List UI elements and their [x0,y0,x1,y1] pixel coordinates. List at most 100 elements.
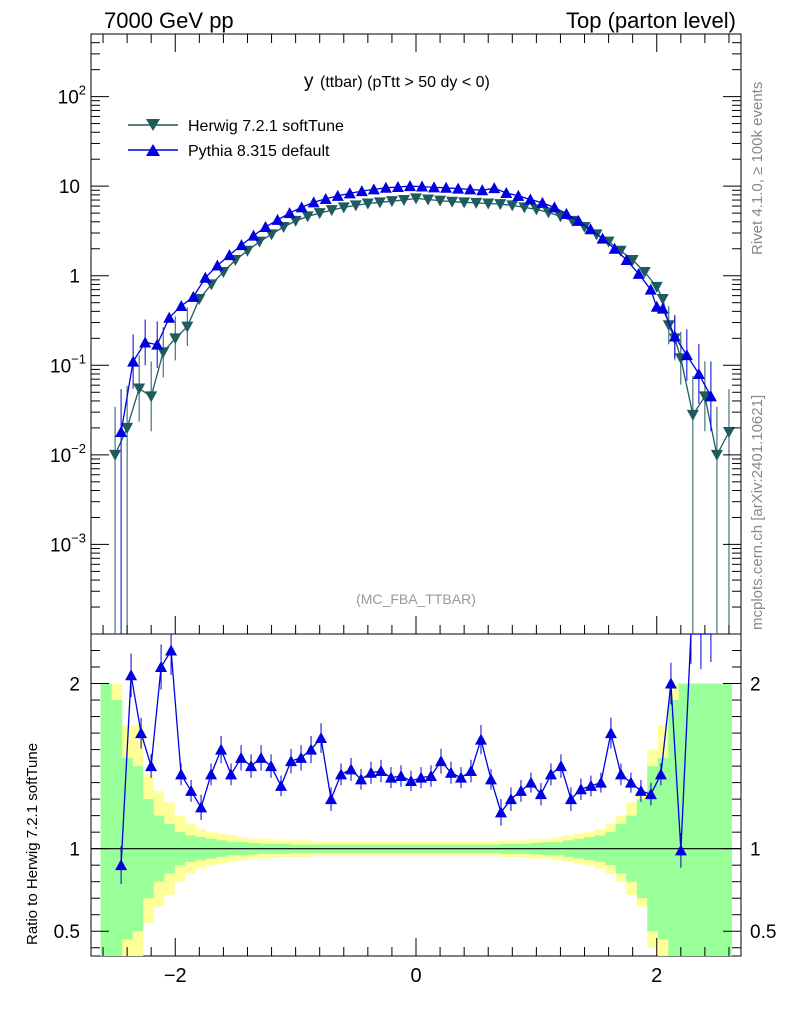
ratio-pythia-point [504,793,517,805]
herwig-point [650,281,663,293]
ratio-pythia-point [604,727,617,739]
pythia-point [175,299,188,311]
ratio-pythia-point [424,770,437,782]
pythia-point [488,182,501,194]
ratio-y-tick-label-right: 0.5 [750,922,776,943]
ratio-pythia-point [514,784,527,796]
pythia-point [403,180,416,192]
plot-title-rest: (ttbar) (pTtt > 50 dy < 0) [320,74,490,91]
main-series-group [109,180,735,634]
ratio-band-green [111,700,123,956]
herwig-point [722,427,735,439]
herwig-point [458,197,471,209]
ratio-pythia-point [524,776,537,788]
herwig-point [482,198,495,210]
pythia-point [560,207,573,219]
pythia-point [283,207,296,219]
ratio-pythia-point [624,776,637,788]
ratio-pythia-point [544,768,557,780]
ratio-pythia-point [654,768,667,780]
pythia-point [223,249,236,261]
y-tick-label-main: 10−3 [50,530,86,556]
ratio-pythia-point [644,788,657,800]
legend-pythia-label: Pythia 8.315 default [188,143,330,160]
pythia-point [536,196,549,208]
herwig-point [686,409,699,421]
herwig-point [397,195,410,207]
ratio-pythia-point [285,755,298,767]
ratio-pythia-point [454,771,467,783]
pythia-point [452,182,465,194]
ratio-pythia-point [135,727,148,739]
pythia-point [632,267,645,279]
ratio-y-tick-label-left: 0.5 [54,922,80,943]
ratio-pythia-point [444,766,457,778]
ratio-pythia-point [265,760,278,772]
herwig-point [121,422,134,434]
pythia-point [512,189,525,201]
ratio-pythia-point [335,768,348,780]
ratio-pythia-point [355,773,368,785]
pythia-point [704,390,717,402]
ratio-y-tick-label-right: 2 [750,675,761,696]
y-tick-mantissa: 10 [58,88,79,109]
ratio-pythia-point [215,743,228,755]
herwig-point [349,200,362,212]
ratio-pythia-point [275,779,288,791]
pythia-point [464,183,477,195]
herwig-point [698,391,711,403]
pythia-point [476,184,489,196]
x-tick-label: −2 [164,965,187,987]
pythia-point [608,242,621,254]
ratio-band-green [689,683,701,956]
legend-herwig-label: Herwig 7.2.1 softTune [188,118,344,135]
ratio-pythia-point [245,760,258,772]
herwig-point [157,347,170,359]
y-tick-mantissa: 10 [50,356,71,377]
ratio-pythia-point [674,844,687,856]
herwig-point [301,211,314,223]
ratio-pythia-point [414,771,427,783]
pythia-point [656,302,669,314]
ratio-pythia-point [345,763,358,775]
ratio-pythia-point [534,788,547,800]
herwig-point [422,194,435,206]
pythia-point [331,189,344,201]
ratio-pythia-point [564,793,577,805]
y-tick-exponent: 2 [79,83,86,98]
pythia-point [235,239,248,251]
rivet-version-label: Rivet 4.1.0, ≥ 100k events [749,82,766,255]
herwig-point [373,197,386,209]
ratio-y-tick-label-left: 2 [69,675,80,696]
ratio-pythia-point [395,770,408,782]
herwig-point [325,205,338,217]
ratio-pythia-point [195,801,208,813]
pythia-point [572,214,585,226]
ratio-pythia-point [325,793,338,805]
ratio-ylabel: Ratio to Herwig 7.2.1 softTune [24,743,41,945]
pythia-point [500,186,513,198]
pythia-point [596,232,609,244]
pythia-point [379,181,392,193]
pythia-line [120,185,712,433]
ratio-band-green [720,683,732,956]
pythia-point [115,426,128,438]
ratio-pythia-point [315,732,328,744]
herwig-point [434,195,447,207]
mcplots-reference-label: mcplots.cern.ch [arXiv:2401.10621] [749,395,766,630]
y-tick-mantissa: 10 [50,446,71,467]
ratio-uncertainty-bands [100,683,732,956]
pythia-point [355,185,368,197]
pythia-point [620,253,633,265]
herwig-point [169,333,182,345]
legend-herwig-marker [146,119,160,131]
herwig-point [518,202,531,214]
ratio-pythia-point [115,859,128,871]
y-tick-exponent: −3 [71,530,86,545]
header-left-label: 7000 GeV pp [104,8,234,33]
ratio-pythia-point [145,760,158,772]
pythia-point [259,221,272,233]
pythia-point [548,201,561,213]
